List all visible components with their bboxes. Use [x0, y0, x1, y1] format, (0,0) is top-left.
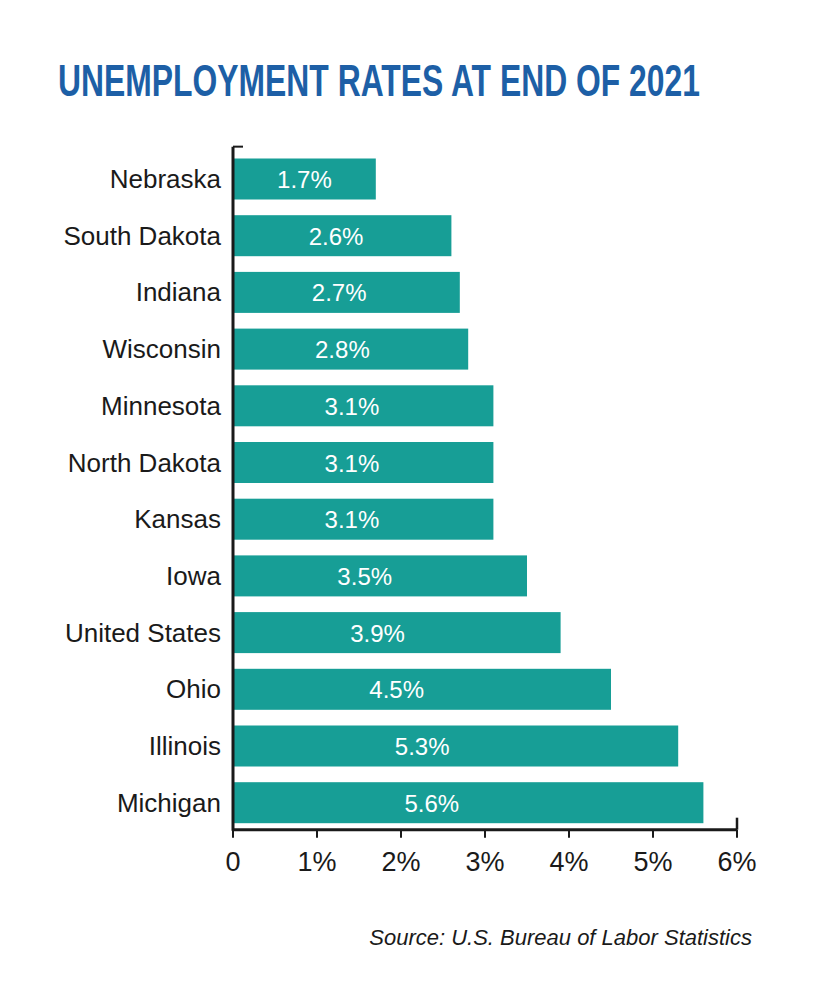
- bar: [233, 385, 493, 426]
- category-label: Iowa: [166, 561, 221, 591]
- data-label: 2.8%: [315, 336, 370, 363]
- labels: Nebraska 1.7% South Dakota 2.6% Indiana 2.7% W…: [63, 164, 459, 818]
- x-tick: [484, 830, 486, 838]
- bar: [233, 612, 561, 653]
- data-label: 5.6%: [404, 790, 459, 817]
- x-tick: [316, 830, 318, 838]
- y-axis-line: [232, 147, 235, 831]
- bar: [233, 215, 451, 256]
- category-label: Nebraska: [110, 164, 222, 194]
- x-tick: [400, 830, 402, 838]
- bar: [233, 442, 493, 483]
- axis-cap: [233, 146, 243, 148]
- bar: [233, 782, 703, 823]
- data-label: 3.1%: [325, 393, 380, 420]
- x-tick-label: 5%: [633, 847, 672, 877]
- bar: [233, 555, 527, 596]
- x-tick-label: 3%: [465, 847, 504, 877]
- data-label: 4.5%: [369, 676, 424, 703]
- bar: [233, 329, 468, 370]
- x-tick: [736, 830, 738, 838]
- data-label: 2.6%: [309, 223, 364, 250]
- x-tick-label: 4%: [549, 847, 588, 877]
- bar: [233, 159, 376, 200]
- bar: [233, 499, 493, 540]
- category-label: Illinois: [149, 731, 221, 761]
- x-tick: [652, 830, 654, 838]
- axis-cap: [736, 818, 739, 830]
- chart-svg: UNEMPLOYMENT RATES AT END OF 2021 Nebrask…: [0, 0, 816, 986]
- data-label: 2.7%: [312, 279, 367, 306]
- x-tick-label: 2%: [381, 847, 420, 877]
- data-label: 1.7%: [277, 166, 332, 193]
- bars: [233, 159, 703, 824]
- source: Source: U.S. Bureau of Labor Statistics: [369, 925, 752, 950]
- bar: [233, 726, 678, 767]
- category-label: Minnesota: [101, 391, 221, 421]
- category-label: Kansas: [134, 504, 221, 534]
- category-label: United States: [65, 618, 221, 648]
- x-tick-label: 1%: [297, 847, 336, 877]
- data-label: 3.9%: [350, 620, 405, 647]
- x-tick: [232, 830, 234, 838]
- data-label: 3.1%: [325, 450, 380, 477]
- data-label: 5.3%: [395, 733, 450, 760]
- category-label: Ohio: [166, 674, 221, 704]
- data-label: 3.1%: [325, 506, 380, 533]
- x-tick: [568, 830, 570, 838]
- bar: [233, 669, 611, 710]
- data-label: 3.5%: [337, 563, 392, 590]
- x-tick-label: 6%: [717, 847, 756, 877]
- category-label: South Dakota: [63, 221, 221, 251]
- chart-container: UNEMPLOYMENT RATES AT END OF 2021 Nebrask…: [0, 0, 816, 986]
- category-label: Indiana: [136, 277, 222, 307]
- title: UNEMPLOYMENT RATES AT END OF 2021: [58, 56, 700, 105]
- category-label: North Dakota: [68, 448, 222, 478]
- bar: [233, 272, 460, 313]
- category-label: Michigan: [117, 788, 221, 818]
- category-label: Wisconsin: [103, 334, 221, 364]
- x-tick-label: 0: [225, 847, 240, 877]
